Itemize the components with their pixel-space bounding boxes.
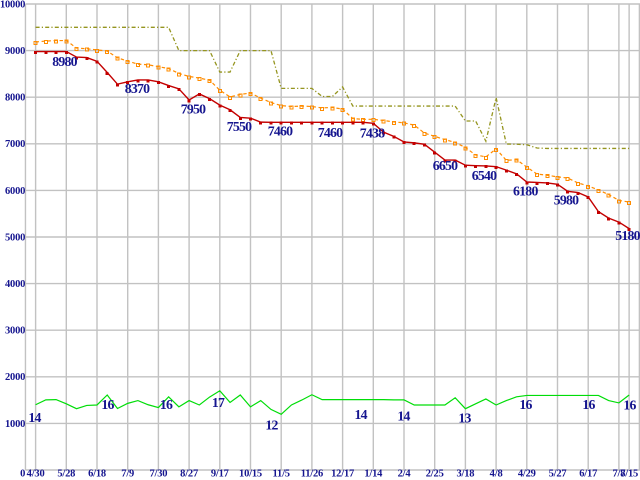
- svg-text:8370: 8370: [125, 81, 150, 96]
- svg-text:16: 16: [160, 397, 173, 412]
- svg-text:11/26: 11/26: [301, 468, 323, 479]
- svg-text:4/29: 4/29: [518, 468, 536, 479]
- svg-text:7460: 7460: [318, 125, 343, 140]
- svg-text:5/28: 5/28: [57, 468, 75, 479]
- svg-text:14: 14: [354, 407, 367, 422]
- svg-text:6/17: 6/17: [579, 468, 597, 479]
- svg-text:7/9: 7/9: [121, 468, 134, 479]
- svg-text:7550: 7550: [227, 119, 252, 134]
- svg-text:5/27: 5/27: [549, 468, 567, 479]
- svg-text:8/27: 8/27: [180, 468, 198, 479]
- svg-text:7950: 7950: [181, 102, 206, 117]
- svg-text:7438: 7438: [360, 126, 385, 141]
- svg-text:6650: 6650: [433, 158, 458, 173]
- svg-text:8980: 8980: [52, 54, 77, 69]
- svg-text:7/8: 7/8: [612, 468, 625, 479]
- svg-text:7/15: 7/15: [620, 468, 638, 479]
- svg-text:14: 14: [397, 409, 410, 424]
- svg-text:4000: 4000: [5, 279, 25, 290]
- svg-text:1/14: 1/14: [364, 468, 383, 479]
- svg-text:4/30: 4/30: [27, 468, 45, 479]
- svg-text:12: 12: [265, 418, 278, 433]
- svg-text:8000: 8000: [5, 93, 25, 104]
- svg-text:6/18: 6/18: [88, 468, 106, 479]
- svg-text:5180: 5180: [615, 228, 640, 243]
- svg-text:3/18: 3/18: [456, 468, 474, 479]
- svg-text:2/4: 2/4: [398, 468, 412, 479]
- svg-text:2000: 2000: [5, 372, 25, 383]
- svg-text:5980: 5980: [554, 192, 579, 207]
- svg-text:12/17: 12/17: [331, 468, 354, 479]
- svg-text:4/8: 4/8: [490, 468, 503, 479]
- svg-text:9000: 9000: [5, 46, 25, 57]
- svg-text:7/30: 7/30: [149, 468, 167, 479]
- svg-text:16: 16: [519, 397, 532, 412]
- svg-text:10/15: 10/15: [239, 468, 262, 479]
- svg-text:16: 16: [623, 398, 636, 413]
- svg-text:13: 13: [458, 411, 471, 426]
- svg-text:5000: 5000: [5, 232, 25, 243]
- svg-text:17: 17: [212, 395, 225, 410]
- svg-text:3000: 3000: [5, 326, 25, 337]
- svg-text:2/25: 2/25: [426, 468, 444, 479]
- svg-text:6180: 6180: [513, 184, 538, 199]
- svg-text:16: 16: [582, 397, 595, 412]
- svg-text:9/17: 9/17: [211, 468, 229, 479]
- svg-text:6000: 6000: [5, 186, 25, 197]
- svg-text:16: 16: [101, 397, 114, 412]
- svg-text:11/5: 11/5: [273, 468, 290, 479]
- svg-text:7000: 7000: [5, 139, 25, 150]
- svg-text:10000: 10000: [0, 0, 25, 10]
- svg-text:6540: 6540: [472, 168, 497, 183]
- svg-text:7460: 7460: [268, 124, 293, 139]
- svg-text:0: 0: [20, 468, 25, 479]
- svg-text:1000: 1000: [5, 419, 25, 430]
- svg-text:14: 14: [28, 410, 41, 425]
